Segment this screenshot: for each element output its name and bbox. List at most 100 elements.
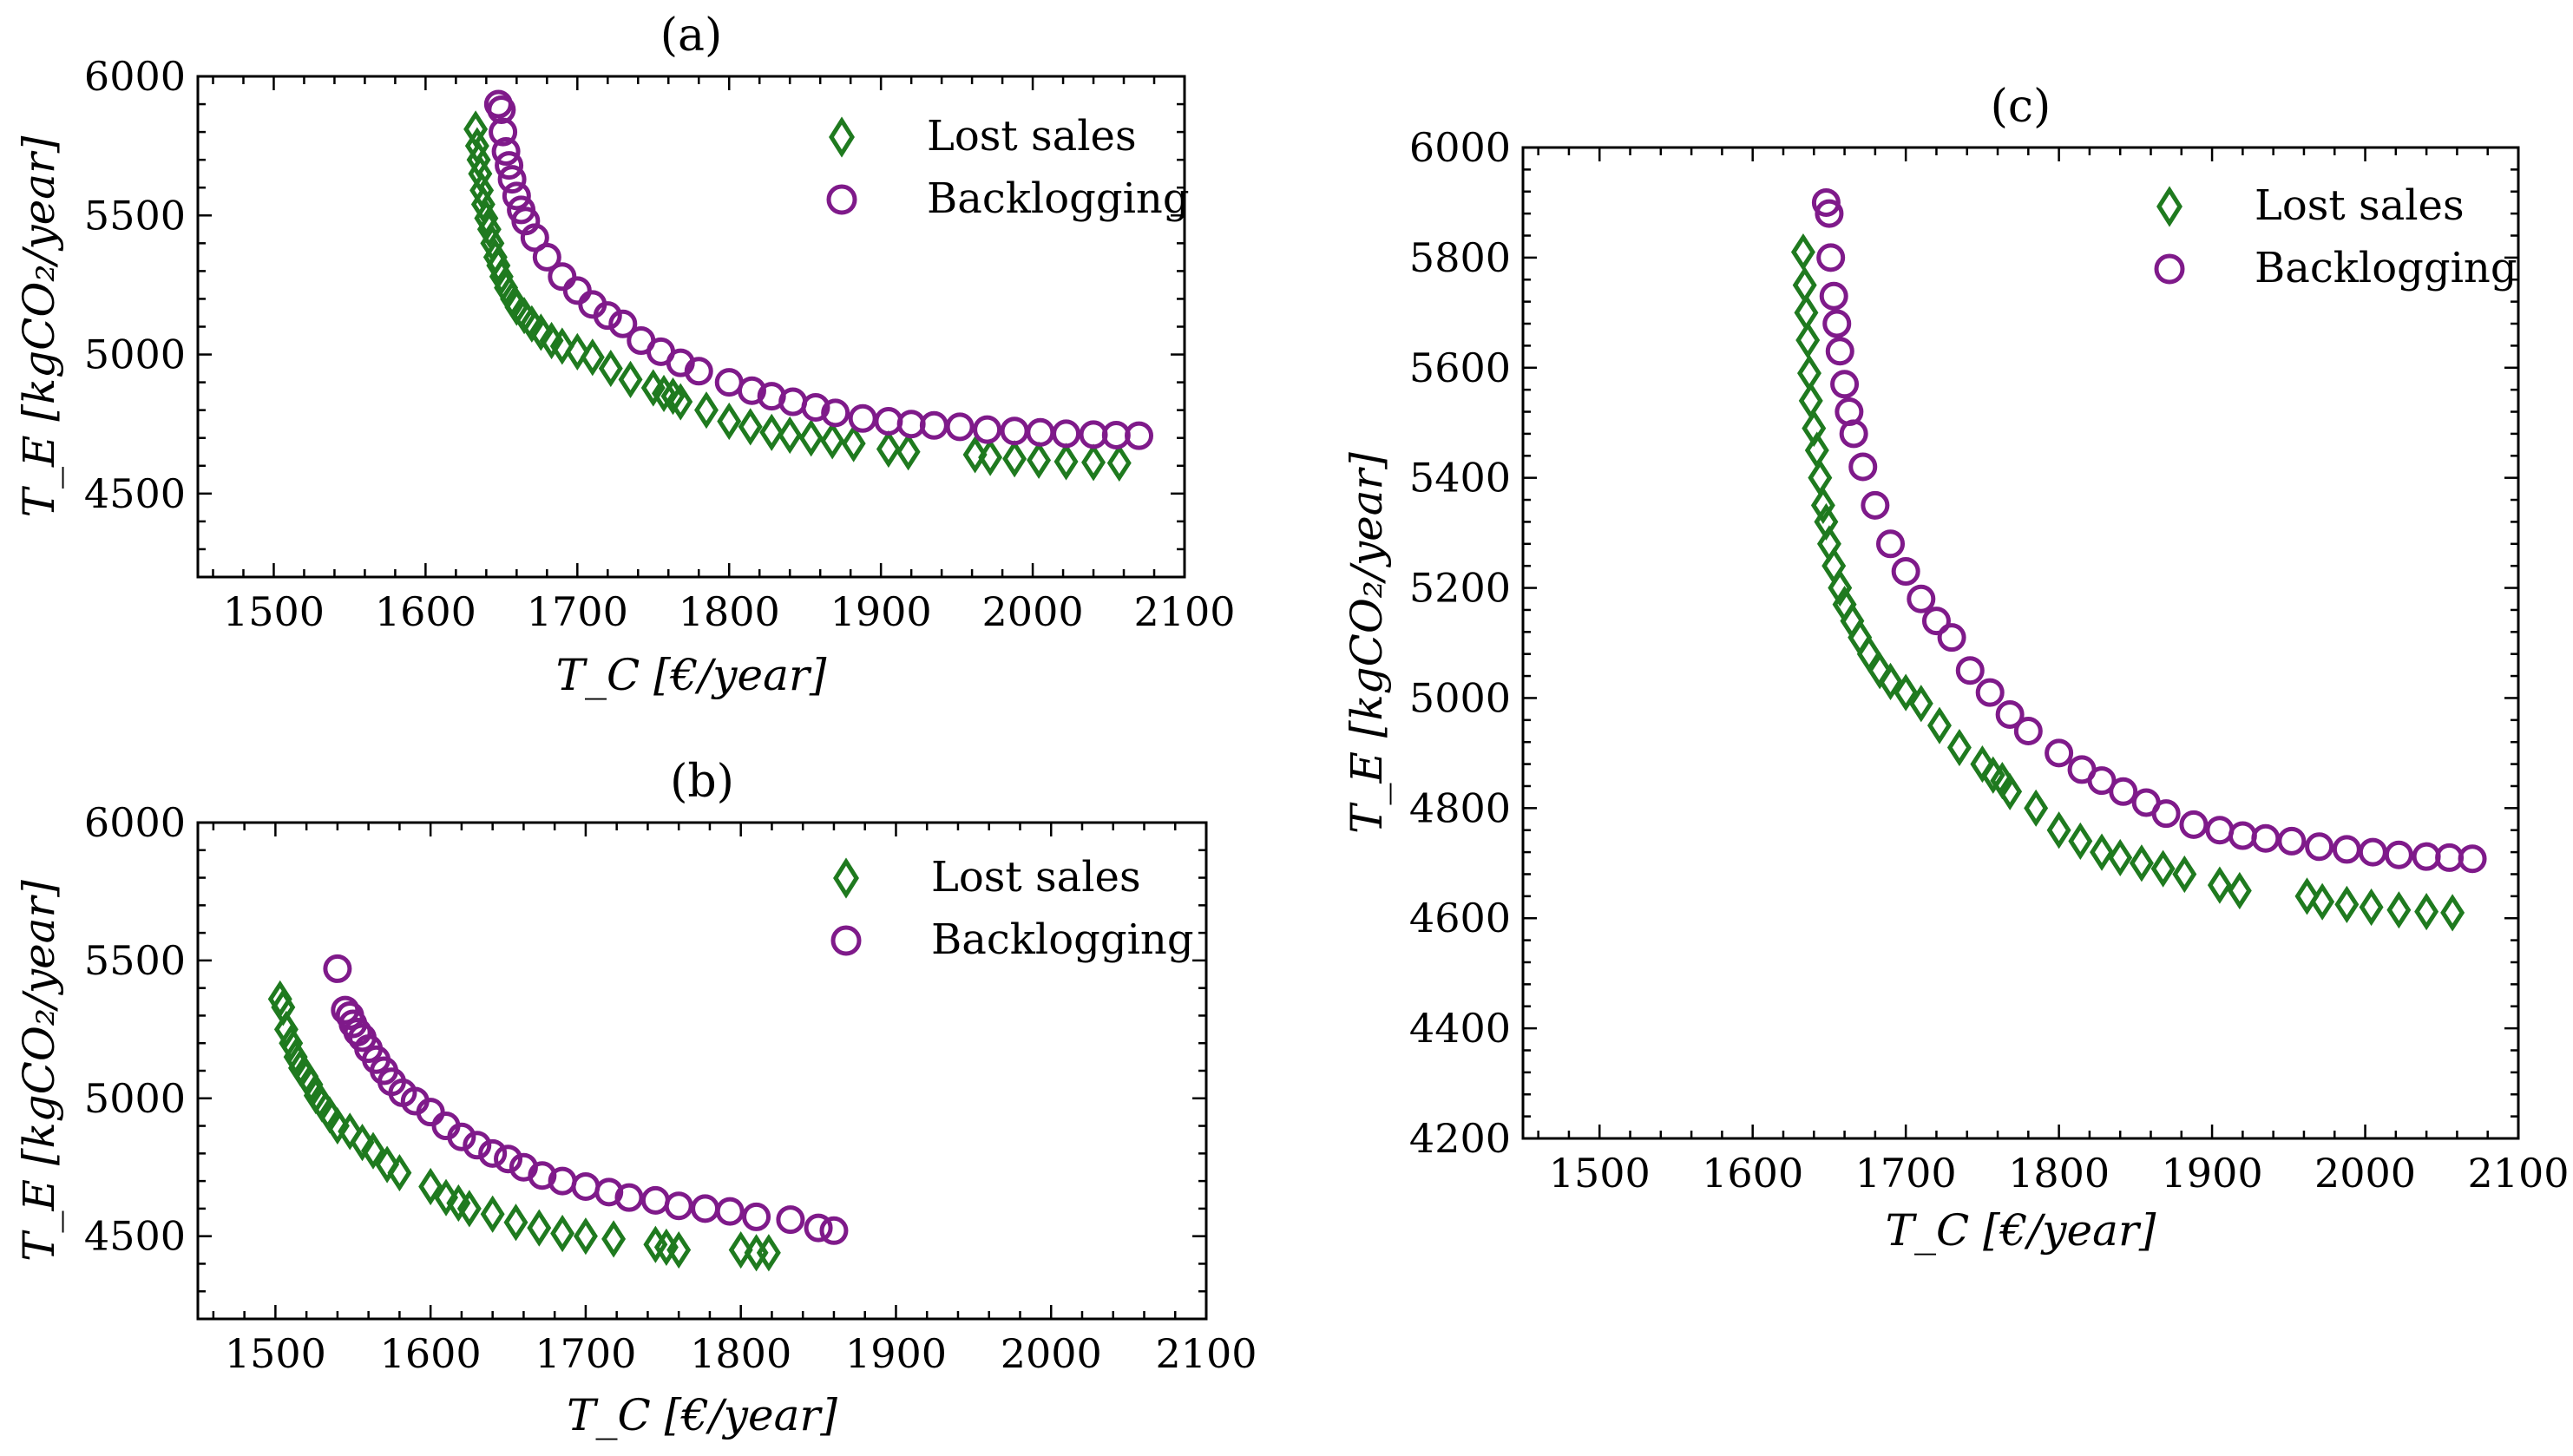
lost-sales-point xyxy=(841,424,866,462)
backlogging-point xyxy=(801,392,830,422)
lost-sales-point xyxy=(1106,443,1132,482)
backlogging-point xyxy=(614,1183,644,1212)
chart-panel-c: (c) 1500 1600 1700 1800 1900 2000 2100 4200 4400 4… xyxy=(1342,81,2570,1256)
legend-backlogging-label: Backlogging xyxy=(931,915,1194,964)
lost-sales-point xyxy=(2046,811,2071,849)
lost-sales-point xyxy=(469,171,495,210)
backlogging-point xyxy=(2045,738,2074,768)
lost-sales-point xyxy=(876,430,901,469)
y-tick-label: 5400 xyxy=(1409,455,1511,502)
y-tick-label: 5000 xyxy=(1409,674,1511,721)
lost-sales-point xyxy=(486,246,511,285)
backlogging-point xyxy=(323,954,352,983)
lost-sales-point xyxy=(978,438,1003,476)
lost-sales-point xyxy=(361,1131,385,1170)
x-tick-label: 1700 xyxy=(1855,1150,1957,1197)
lost-sales-point xyxy=(470,185,496,224)
lost-sales-point xyxy=(1794,293,1819,331)
backlogging-point xyxy=(562,276,592,305)
lost-sales-point xyxy=(338,1112,363,1151)
backlogging-point xyxy=(874,406,903,436)
x-tick-label: 1500 xyxy=(1549,1150,1651,1197)
backlogging-point xyxy=(819,1216,849,1245)
backlogging-point xyxy=(2205,816,2235,845)
panel-title: (b) xyxy=(670,756,734,808)
y-tick-label: 5500 xyxy=(84,937,186,984)
lost-sales-point xyxy=(1795,321,1821,359)
backlogging-point xyxy=(945,412,975,442)
y-tick-label: 5800 xyxy=(1409,234,1511,281)
backlogging-point xyxy=(1825,337,1854,366)
lost-sales-point xyxy=(717,402,742,441)
backlogging-point xyxy=(640,1185,670,1215)
backlogging-point xyxy=(973,415,1002,444)
x-tick-label: 2000 xyxy=(982,588,1084,635)
lost-sales-point xyxy=(463,110,489,148)
lost-sales-point xyxy=(1908,685,1933,723)
lost-sales-point xyxy=(2310,882,2335,921)
legend-lost-sales-marker xyxy=(829,116,855,158)
y-tick-label: 5600 xyxy=(1409,344,1511,391)
lost-sales-point xyxy=(2227,871,2252,910)
lost-sales-point xyxy=(2359,888,2384,927)
backlogging-point xyxy=(2358,837,2387,867)
backlogging-point xyxy=(664,1191,693,1221)
backlogging-point xyxy=(2435,843,2465,872)
backlogging-point xyxy=(1816,243,1846,272)
y-tick-label: 6000 xyxy=(1409,124,1511,171)
lost-sales-point xyxy=(1970,744,1995,784)
lost-sales-point xyxy=(798,419,824,457)
backlogging-point xyxy=(2251,823,2281,853)
lost-sales-point xyxy=(476,210,502,248)
backlogging-point xyxy=(737,376,766,405)
legend-lost-sales-label: Lost sales xyxy=(2255,181,2465,230)
lost-sales-point xyxy=(1002,440,1027,478)
backlogging-point xyxy=(2384,840,2413,869)
backlogging-point xyxy=(571,1171,601,1201)
y-axis-label: T_E [kgCO₂/year] xyxy=(14,880,64,1262)
legend-lost-sales-label: Lost sales xyxy=(927,112,1137,161)
x-tick-label: 1800 xyxy=(2008,1150,2110,1197)
backlogging-point xyxy=(1839,419,1868,449)
lost-sales-point xyxy=(456,1190,482,1228)
x-tick-label: 1700 xyxy=(527,588,628,635)
legend-backlogging-marker xyxy=(830,925,862,956)
legend-backlogging-marker xyxy=(2154,253,2185,285)
backlogging-point xyxy=(2179,810,2209,839)
y-tick-label: 5000 xyxy=(84,1075,186,1122)
lost-sales-point xyxy=(1081,443,1106,482)
lost-sales-point xyxy=(598,349,623,388)
x-tick-label: 2000 xyxy=(2314,1150,2416,1197)
lost-sales-point xyxy=(580,338,605,377)
lost-sales-point xyxy=(503,1203,528,1242)
legend-lost-sales-label: Lost sales xyxy=(931,853,1141,902)
backlogging-point xyxy=(821,398,850,428)
lost-sales-point xyxy=(2150,849,2176,888)
y-tick-label: 4200 xyxy=(1409,1115,1511,1162)
x-tick-label: 2100 xyxy=(2467,1150,2569,1197)
backlogging-point xyxy=(463,1131,492,1160)
lost-sales-point xyxy=(2090,833,2115,871)
y-tick-label: 4800 xyxy=(1409,784,1511,831)
lost-sales-point xyxy=(434,1178,459,1217)
backlogging-point xyxy=(2277,826,2307,856)
backlogging-point xyxy=(684,357,713,386)
lost-sales-point xyxy=(962,436,988,474)
backlogging-point xyxy=(532,242,561,272)
y-axis-label: T_E [kgCO₂/year] xyxy=(1342,452,1392,834)
lost-sales-point xyxy=(896,433,921,471)
y-tick-label: 5500 xyxy=(84,192,186,239)
y-tick-label: 6000 xyxy=(84,799,186,846)
chart-panel-a: (a) 1500 1600 1700 1800 1900 2000 2100 4500 5000 5… xyxy=(14,10,1236,700)
backlogging-point xyxy=(691,1194,720,1223)
lost-sales-point xyxy=(1828,568,1853,607)
lost-sales-point xyxy=(549,327,574,365)
backlogging-point xyxy=(2332,835,2361,864)
lost-sales-point xyxy=(2024,789,2049,827)
lost-sales-point xyxy=(387,1153,412,1192)
backlogging-point xyxy=(715,1197,745,1226)
lost-sales-point xyxy=(474,199,499,238)
backlogging-point xyxy=(1830,370,1860,399)
backlogging-point xyxy=(2151,799,2181,829)
x-tick-label: 1700 xyxy=(535,1330,636,1377)
